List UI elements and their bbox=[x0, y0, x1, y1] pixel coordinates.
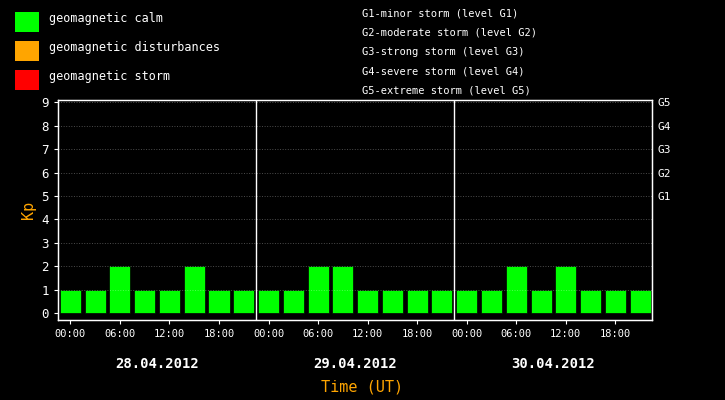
Bar bbox=[283, 290, 304, 313]
Bar bbox=[605, 290, 626, 313]
Text: geomagnetic calm: geomagnetic calm bbox=[49, 12, 163, 25]
Text: 30.04.2012: 30.04.2012 bbox=[512, 358, 595, 372]
Y-axis label: Kp: Kp bbox=[21, 201, 36, 219]
Text: G4-severe storm (level G4): G4-severe storm (level G4) bbox=[362, 66, 525, 76]
Text: G3-strong storm (level G3): G3-strong storm (level G3) bbox=[362, 47, 525, 57]
Bar bbox=[134, 290, 155, 313]
Bar bbox=[580, 290, 601, 313]
Bar bbox=[307, 266, 328, 313]
Text: geomagnetic storm: geomagnetic storm bbox=[49, 70, 170, 83]
Bar bbox=[382, 290, 403, 313]
Bar bbox=[85, 290, 106, 313]
Bar bbox=[209, 290, 230, 313]
Text: G5-extreme storm (level G5): G5-extreme storm (level G5) bbox=[362, 86, 531, 96]
Bar bbox=[531, 290, 552, 313]
Bar bbox=[109, 266, 130, 313]
Bar bbox=[431, 290, 452, 313]
Bar bbox=[159, 290, 180, 313]
Text: G1-minor storm (level G1): G1-minor storm (level G1) bbox=[362, 8, 519, 18]
Text: Time (UT): Time (UT) bbox=[321, 380, 404, 395]
Text: G2-moderate storm (level G2): G2-moderate storm (level G2) bbox=[362, 27, 537, 37]
Bar bbox=[456, 290, 477, 313]
Bar bbox=[14, 12, 39, 32]
Bar bbox=[332, 266, 353, 313]
Bar bbox=[60, 290, 81, 313]
Text: geomagnetic disturbances: geomagnetic disturbances bbox=[49, 41, 220, 54]
Bar bbox=[14, 42, 39, 61]
Bar bbox=[233, 290, 254, 313]
Text: 28.04.2012: 28.04.2012 bbox=[115, 358, 199, 372]
Bar bbox=[258, 290, 279, 313]
Bar bbox=[357, 290, 378, 313]
Text: 29.04.2012: 29.04.2012 bbox=[313, 358, 397, 372]
Bar bbox=[183, 266, 204, 313]
Bar bbox=[629, 290, 650, 313]
Bar bbox=[481, 290, 502, 313]
Bar bbox=[14, 70, 39, 90]
Bar bbox=[407, 290, 428, 313]
Bar bbox=[555, 266, 576, 313]
Bar bbox=[506, 266, 527, 313]
